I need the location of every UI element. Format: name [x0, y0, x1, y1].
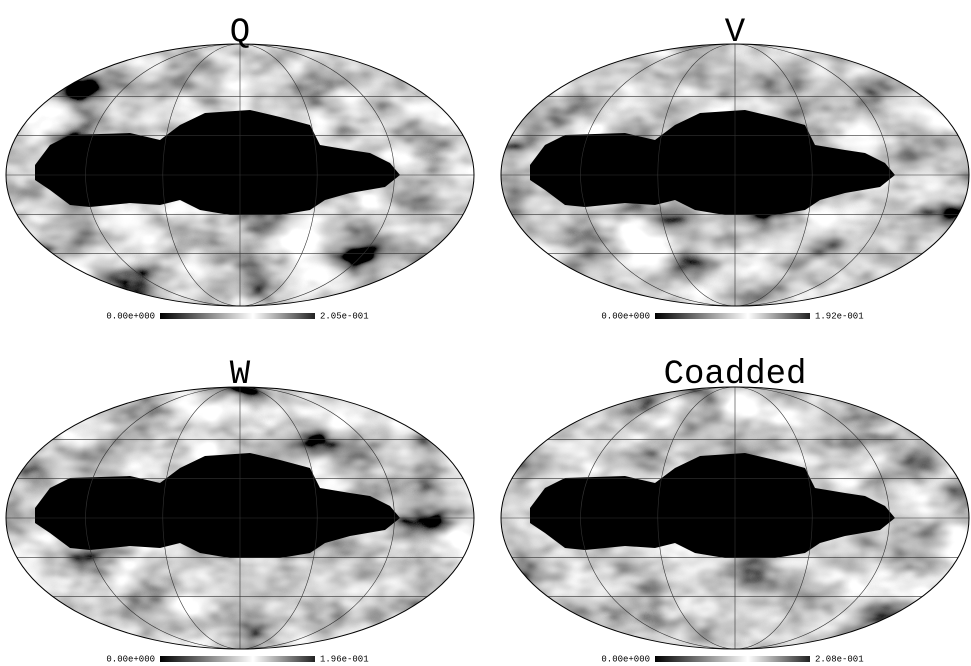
panel-title: W	[230, 356, 251, 394]
sky-map	[6, 387, 474, 649]
colorbar-min-label: 0.00e+000	[601, 311, 650, 321]
panel-title: Coadded	[664, 356, 807, 394]
map-outline	[5, 43, 475, 307]
sky-map	[501, 387, 969, 649]
colorbar-max-label: 2.08e-001	[815, 654, 864, 664]
map-panel: Q 0.00e+000 2.05e-001	[5, 14, 475, 321]
colorbar-max-label: 1.92e-001	[815, 311, 864, 321]
sky-map	[6, 44, 474, 306]
galactic-mask	[35, 453, 400, 558]
colorbar	[655, 313, 810, 319]
colorbar	[160, 313, 315, 319]
colorbar	[160, 656, 315, 662]
panel-title: V	[725, 14, 746, 52]
sky-map	[501, 44, 969, 306]
galactic-mask	[35, 110, 400, 215]
colorbar-min-label: 0.00e+000	[601, 654, 650, 664]
panel-title: Q	[230, 14, 250, 52]
map-panel: W 0.00e+000 1.96e-001	[5, 356, 475, 664]
map-panel: Coadded 0.00e+000 2.08e-001	[500, 356, 970, 664]
map-panel: V 0.00e+000 1.92e-001	[500, 14, 970, 321]
colorbar-max-label: 2.05e-001	[320, 311, 369, 321]
colorbar-max-label: 1.96e-001	[320, 654, 369, 664]
galactic-mask	[530, 110, 895, 215]
map-outline	[500, 43, 970, 307]
colorbar-min-label: 0.00e+000	[106, 311, 155, 321]
colorbar	[655, 656, 810, 662]
colorbar-min-label: 0.00e+000	[106, 654, 155, 664]
galactic-mask	[530, 453, 895, 558]
map-outline	[500, 386, 970, 650]
map-outline	[5, 386, 475, 650]
